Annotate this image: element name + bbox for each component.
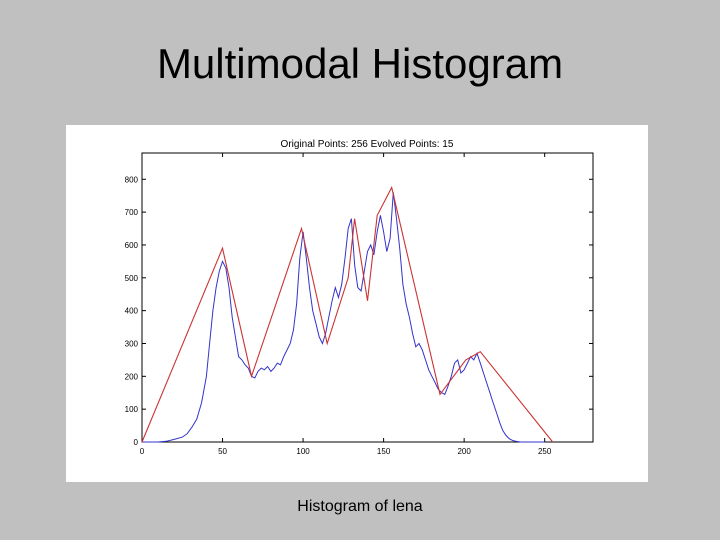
y-tick-label: 300 [125,339,139,348]
series-layer [141,185,554,443]
x-tick-label: 100 [296,447,310,456]
plot-frame [141,152,594,443]
y-tick-label: 400 [125,307,139,316]
slide-title: Multimodal Histogram [156,40,564,87]
y-tick-label: 200 [125,372,139,381]
y-tick-label: 700 [125,208,139,217]
x-tick-label: 150 [377,447,391,456]
figure-caption: Histogram of lena [297,498,423,515]
histogram-chart: Original Points: 256 Evolved Points: 15 … [125,139,594,456]
x-tick-label: 250 [538,447,552,456]
chart-figure: Original Points: 256 Evolved Points: 15 … [66,125,648,482]
x-tick-label: 200 [457,447,471,456]
chart-title: Original Points: 256 Evolved Points: 15 [281,139,454,150]
x-tick-label: 50 [218,447,227,456]
series-line-evolved [141,185,554,443]
series-line-original [142,192,545,443]
y-tick-label: 600 [125,241,139,250]
y-tick-label: 500 [125,274,139,283]
y-tick-label: 800 [125,175,139,184]
axes-layer: 0 50 100 150 200 250 0 100 200 300 400 500 600 700 800 [125,152,594,456]
y-tick-label: 0 [134,438,139,447]
y-tick-label: 100 [125,405,139,414]
x-tick-label: 0 [140,447,145,456]
